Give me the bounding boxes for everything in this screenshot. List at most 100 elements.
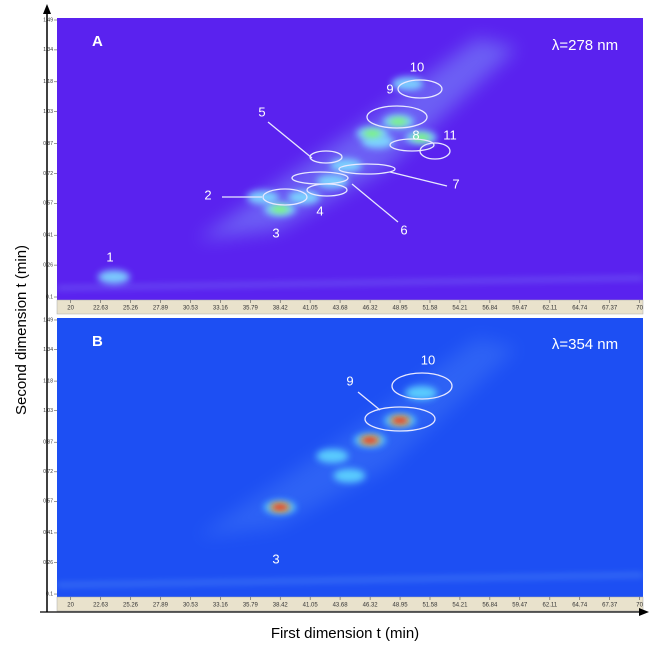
- y-tick-label: 1.18: [43, 378, 53, 384]
- x-tick-label: 59.47: [512, 306, 528, 312]
- x-tick-label: 56.84: [482, 603, 498, 609]
- x-tick-label: 33.16: [213, 603, 229, 609]
- panel-letter: B: [92, 333, 103, 350]
- x-axis-title: First dimension t (min): [271, 625, 419, 642]
- y-tick-label: 1.34: [43, 347, 53, 353]
- x-tick-label: 30.53: [183, 306, 199, 312]
- y-tick-label: 0.87: [43, 440, 53, 446]
- peak-label: 3: [272, 551, 279, 566]
- peak-label: 1: [106, 249, 113, 264]
- peak-ring: [366, 105, 428, 129]
- peak-ring: [391, 372, 453, 400]
- x-tick-label: 51.58: [422, 306, 438, 312]
- y-axis-title: Second dimension t (min): [13, 245, 30, 415]
- x-tick-label: 30.53: [183, 603, 199, 609]
- peak-ring: [419, 142, 451, 160]
- peak-label: 4: [316, 203, 323, 218]
- y-axis-arrow: [43, 4, 51, 14]
- pointer: [389, 171, 448, 187]
- peak-label: 5: [258, 104, 265, 119]
- peak-label: 9: [346, 373, 353, 388]
- x-tick-label: 20: [67, 603, 74, 609]
- x-tick-label: 27.89: [153, 306, 169, 312]
- y-tick-label: 0.26: [43, 262, 53, 268]
- spot: [389, 118, 408, 126]
- peak-label: 9: [386, 81, 393, 96]
- panel-letter: A: [92, 33, 103, 50]
- x-tick-label: 67.37: [602, 306, 618, 312]
- spot: [271, 205, 290, 213]
- y-tick-label: 0.57: [43, 201, 53, 207]
- spot: [316, 449, 349, 464]
- wavelength: λ=278 nm: [552, 37, 618, 54]
- peak-ring: [364, 406, 436, 432]
- peak-ring: [389, 138, 435, 152]
- baseline-streak: [56, 574, 644, 586]
- x-axis-arrow: [639, 608, 649, 616]
- x-tick-label: 38.42: [273, 306, 289, 312]
- spot: [333, 468, 366, 483]
- y-tick-label: 0.1: [46, 294, 53, 300]
- peak-ring: [397, 79, 443, 99]
- x-tick-label: 46.32: [363, 306, 379, 312]
- peak-label: 10: [421, 352, 435, 367]
- pointer: [351, 183, 399, 223]
- peak-label: 10: [410, 59, 424, 74]
- annotations: A λ=278 nm 1 2 3 4 5 6 7 8 9 10 11 B λ=3…: [92, 33, 618, 566]
- x-tick-label: 54.21: [452, 603, 468, 609]
- x-tick-label: 48.95: [393, 603, 409, 609]
- spot: [361, 134, 394, 149]
- x-tick-label: 35.79: [243, 306, 259, 312]
- x-tick-label: 64.74: [572, 306, 588, 312]
- spot: [97, 270, 130, 285]
- spot: [391, 417, 410, 425]
- peak-ring: [262, 188, 308, 206]
- peak-label: 7: [452, 176, 459, 191]
- x-tick-label: 35.79: [243, 603, 259, 609]
- spot: [405, 385, 438, 400]
- x-tick-label: 70: [636, 306, 643, 312]
- pointer: [357, 391, 381, 411]
- peak-ring: [291, 171, 349, 185]
- x-tick-label: 48.95: [393, 306, 409, 312]
- y-tick-label: 0.87: [43, 141, 53, 147]
- peak-label: 11: [443, 127, 457, 142]
- peak-label: 2: [204, 187, 211, 202]
- x-tick-label: 33.16: [213, 306, 229, 312]
- x-tick-label: 64.74: [572, 603, 588, 609]
- y-tick-label: 1.49: [43, 317, 53, 323]
- x-tick-label: 70: [636, 603, 643, 609]
- x-tick-label: 41.05: [303, 603, 319, 609]
- y-tick-label: 1.03: [43, 408, 53, 414]
- x-tick-label: 43.68: [333, 603, 349, 609]
- y-tick-label: 0.72: [43, 171, 53, 177]
- x-tick-label: 20: [67, 306, 74, 312]
- x-tick-label: 59.47: [512, 603, 528, 609]
- peak-label: 3: [272, 225, 279, 240]
- x-tick-label: 43.68: [333, 306, 349, 312]
- x-tick-label: 51.58: [422, 603, 438, 609]
- x-tick-label: 67.37: [602, 603, 618, 609]
- y-tick-label: 1.49: [43, 17, 53, 23]
- y-tick-label: 0.57: [43, 499, 53, 505]
- x-tick-label: 38.42: [273, 603, 289, 609]
- y-tick-label: 0.72: [43, 469, 53, 475]
- y-tick-label: 0.41: [43, 233, 53, 239]
- x-tick-label: 25.26: [123, 306, 139, 312]
- x-tick-label: 62.11: [543, 306, 558, 312]
- peak-label: 6: [400, 222, 407, 237]
- x-ruler: [56, 596, 644, 612]
- x-tick-label: 22.63: [93, 306, 109, 312]
- spot: [271, 503, 290, 511]
- y-tick-label: 1.18: [43, 79, 53, 85]
- x-tick-label: 25.26: [123, 603, 139, 609]
- y-tick-label: 0.1: [46, 591, 53, 597]
- panel: 20 22.63 25.26 27.89 30.53 33.16 35.79 38.42 41.…: [43, 317, 644, 612]
- y-tick-label: 1.34: [43, 47, 53, 53]
- x-ruler: [56, 299, 644, 315]
- y-tick-label: 0.26: [43, 560, 53, 566]
- x-tick-label: 46.32: [363, 603, 379, 609]
- x-tick-label: 27.89: [153, 603, 169, 609]
- x-tick-label: 62.11: [543, 603, 558, 609]
